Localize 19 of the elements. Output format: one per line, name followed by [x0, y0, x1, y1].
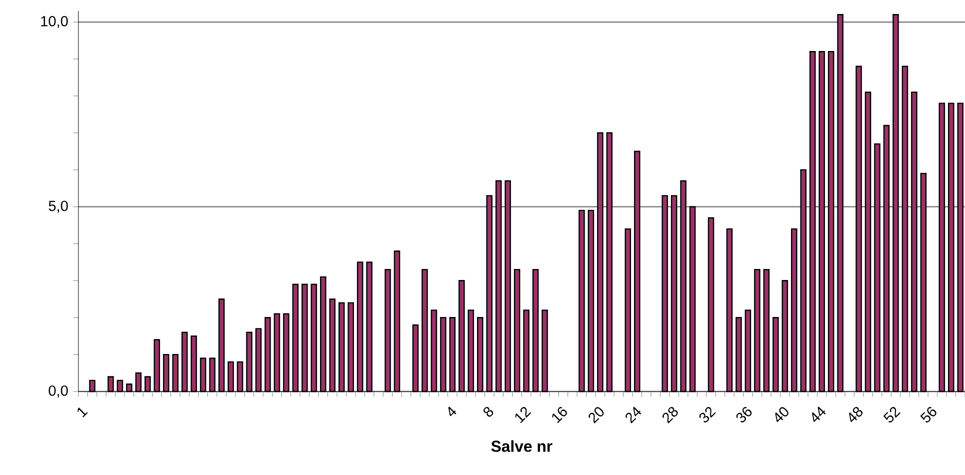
- x-tick-label: 24: [626, 406, 642, 424]
- x-tick-label: 4: [448, 406, 456, 416]
- x-tick-label: 28: [662, 406, 678, 424]
- x-tick-label: 8: [483, 406, 494, 417]
- x-tick-label: 44: [812, 406, 826, 422]
- y-tick-label: 10,0: [41, 16, 68, 28]
- x-tick-label: 16: [552, 406, 567, 424]
- y-tick-label: 0,0: [48, 385, 68, 398]
- y-tick-label: 5,0: [48, 200, 68, 213]
- x-tick-label: 36: [736, 406, 752, 422]
- x-tick-label: 20: [588, 407, 604, 424]
- x-tick-label: 56: [920, 406, 936, 422]
- x-tick-label: 52: [883, 406, 901, 422]
- x-axis-title: Salve nr: [491, 440, 552, 452]
- x-tick-label: 1: [78, 407, 88, 418]
- x-tick-label: 48: [849, 406, 863, 422]
- x-tick-label: 12: [515, 406, 532, 424]
- x-tick-label: 40: [775, 407, 788, 422]
- x-tick-label: 32: [699, 406, 716, 422]
